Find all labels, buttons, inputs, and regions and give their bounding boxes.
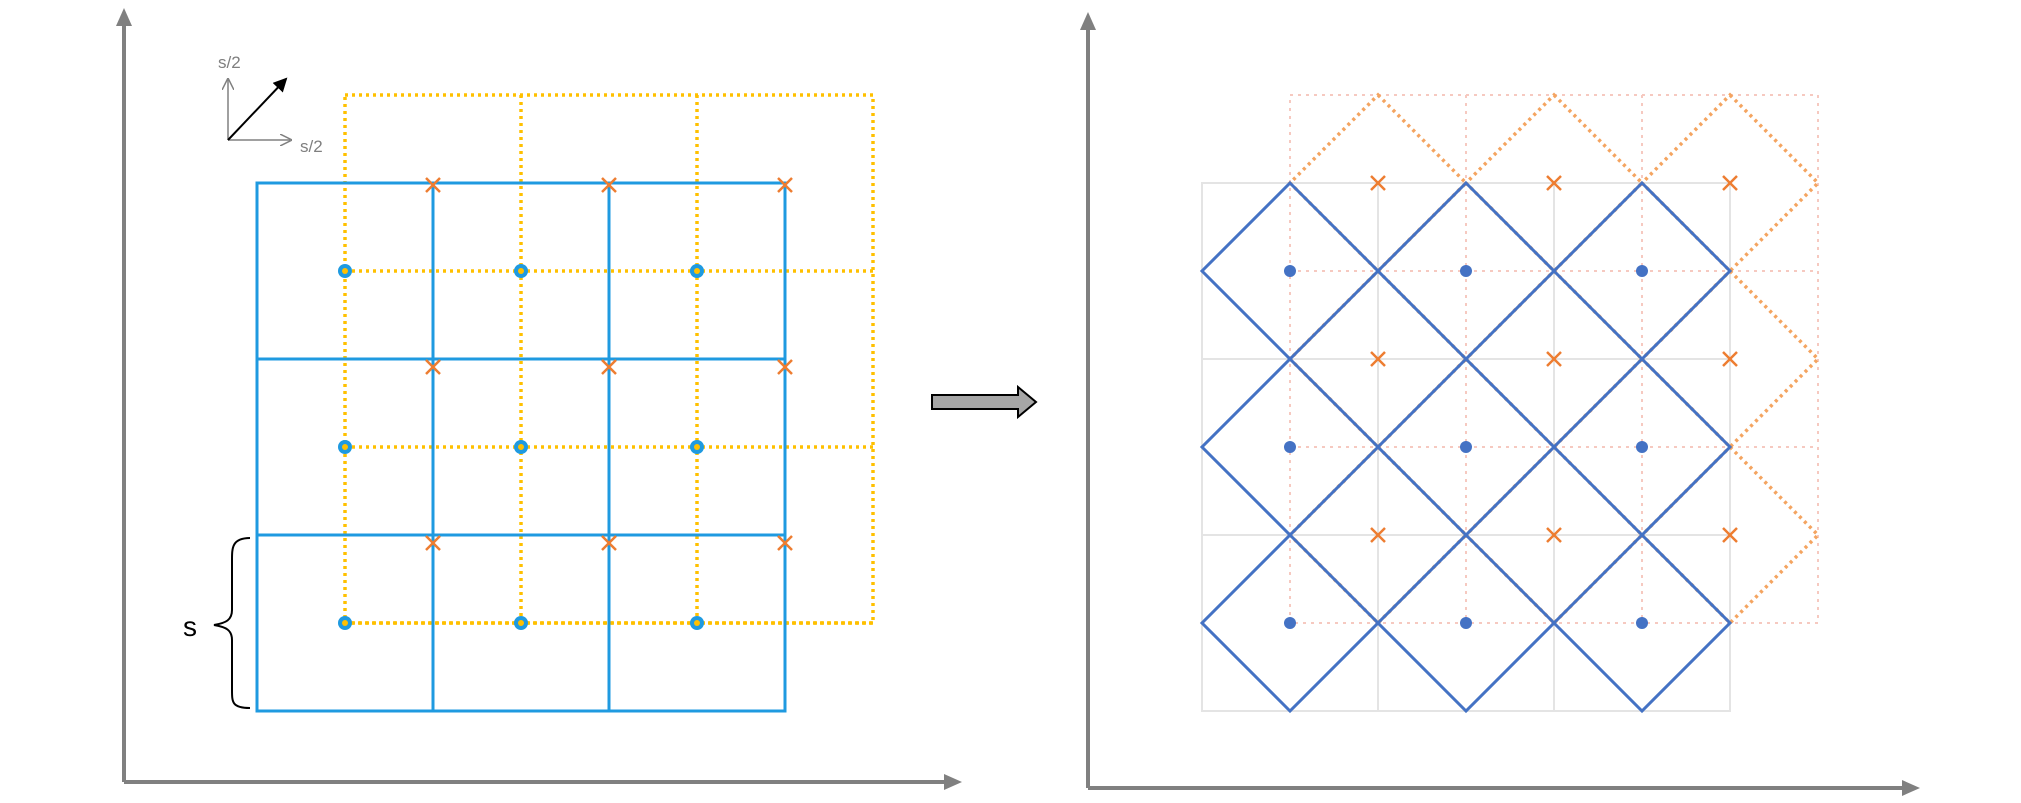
left-panel: s/2 s/2 s <box>116 8 962 790</box>
cross-stroke <box>1722 351 1738 367</box>
cell-size-label: s <box>183 611 197 642</box>
blue-dot-marker <box>1284 617 1296 629</box>
cross-stroke <box>425 359 441 375</box>
orange-cross-marker <box>425 359 441 375</box>
left-dot-markers <box>338 264 704 630</box>
orange-cross-marker <box>1546 527 1562 543</box>
right-x-axis-arrow-icon <box>1902 780 1920 796</box>
block-arrow-right-icon <box>931 384 1038 420</box>
cross-stroke <box>425 535 441 551</box>
yellow-dot-center <box>518 620 524 626</box>
cross-stroke <box>425 177 441 193</box>
orange-cross-marker <box>777 359 793 375</box>
blue-dot-marker <box>1460 617 1472 629</box>
yellow-dot-center <box>342 268 348 274</box>
cross-stroke <box>601 535 617 551</box>
diagonal-offset-arrow-icon <box>227 77 288 141</box>
orange-cross-marker <box>425 177 441 193</box>
cross-stroke <box>777 359 793 375</box>
blue-dot-marker <box>1284 265 1296 277</box>
blue-grid-border <box>255 181 787 713</box>
blue-solid-grid <box>255 181 787 713</box>
yellow-dot-center <box>342 620 348 626</box>
orange-cross-marker <box>1546 175 1562 191</box>
orange-cross-marker <box>777 177 793 193</box>
orange-cross-marker <box>601 177 617 193</box>
left-axes <box>116 8 962 790</box>
cross-stroke <box>1546 175 1562 191</box>
right-panel <box>1080 12 1920 796</box>
right-dot-markers <box>1284 265 1648 629</box>
offset-vector-legend: s/2 s/2 <box>218 53 323 156</box>
orange-cross-marker <box>425 535 441 551</box>
left-cross-markers <box>425 177 793 551</box>
yellow-dot-center <box>694 620 700 626</box>
orange-cross-marker <box>777 535 793 551</box>
blue-solid-diamond <box>1375 532 1557 714</box>
cross-stroke <box>777 535 793 551</box>
cross-stroke <box>601 359 617 375</box>
orange-cross-marker <box>1370 175 1386 191</box>
yellow-dot-center <box>518 444 524 450</box>
orange-cross-marker <box>1722 351 1738 367</box>
cross-stroke <box>601 177 617 193</box>
blue-solid-diamond <box>1551 532 1733 714</box>
blue-solid-diamonds <box>1199 180 1733 714</box>
cross-stroke <box>1722 527 1738 543</box>
blue-dot-marker <box>1284 441 1296 453</box>
blue-dot-marker <box>1636 265 1648 277</box>
orange-cross-marker <box>1370 527 1386 543</box>
right-axes <box>1080 12 1920 796</box>
blue-solid-diamond <box>1199 532 1381 714</box>
orange-cross-marker <box>1722 175 1738 191</box>
cross-stroke <box>1370 175 1386 191</box>
yellow-dot-center <box>518 268 524 274</box>
orange-dotted-diamond <box>1463 92 1645 274</box>
cross-stroke <box>1722 175 1738 191</box>
orange-dotted-diamond <box>1639 92 1821 274</box>
right-y-axis-arrow-icon <box>1080 12 1096 30</box>
left-y-axis-arrow-icon <box>116 8 132 26</box>
blue-dot-marker <box>1460 441 1472 453</box>
orange-dotted-diamond <box>1287 92 1469 274</box>
yellow-dot-center <box>342 444 348 450</box>
orange-cross-marker <box>1722 527 1738 543</box>
blue-dot-marker <box>1460 265 1472 277</box>
right-cross-markers <box>1370 175 1738 543</box>
cross-stroke <box>1370 351 1386 367</box>
cross-stroke <box>1370 527 1386 543</box>
blue-dot-marker <box>1636 441 1648 453</box>
yellow-dot-center <box>694 268 700 274</box>
half-step-right-label: s/2 <box>300 137 323 156</box>
cross-stroke <box>1546 351 1562 367</box>
curly-brace-icon <box>213 537 251 709</box>
yellow-dot-center <box>694 444 700 450</box>
orange-cross-marker <box>1370 351 1386 367</box>
cross-stroke <box>1546 527 1562 543</box>
orange-cross-marker <box>1546 351 1562 367</box>
cross-stroke <box>777 177 793 193</box>
orange-cross-marker <box>601 535 617 551</box>
half-step-up-label: s/2 <box>218 53 241 72</box>
blue-dot-marker <box>1636 617 1648 629</box>
transform-arrow <box>931 384 1038 420</box>
cell-size-brace: s <box>183 537 251 709</box>
orange-cross-marker <box>601 359 617 375</box>
left-x-axis-arrow-icon <box>944 774 962 790</box>
